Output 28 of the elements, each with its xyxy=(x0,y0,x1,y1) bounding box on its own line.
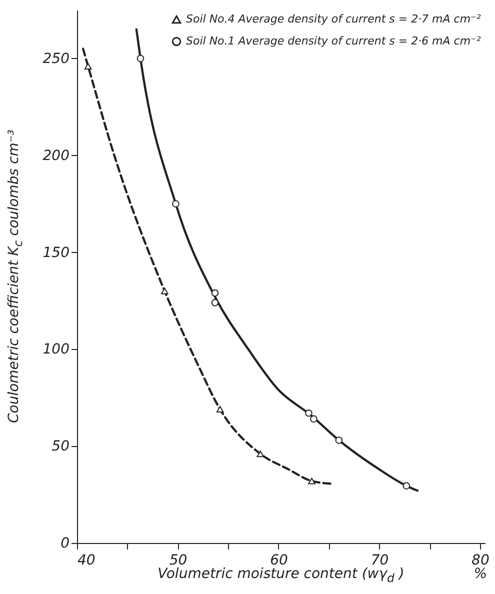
y-tick-label: 200 xyxy=(42,148,70,164)
x-tick-label: 60 xyxy=(270,552,288,568)
y-tick-label: 250 xyxy=(42,50,70,67)
text: % xyxy=(474,566,487,582)
legend-label: Soil No.1 Average density of current s = 2·6 mA cm⁻² xyxy=(186,34,482,48)
x-tick-label: 80 xyxy=(472,552,490,568)
point xyxy=(256,450,264,458)
x-axis-title: Volumetric moisture content (wγ$_{d}$ ) xyxy=(158,566,404,585)
y-tick-label: 150 xyxy=(42,244,70,261)
point xyxy=(211,289,219,297)
y-tick-label: 0 xyxy=(60,536,70,552)
point xyxy=(216,406,224,413)
point xyxy=(160,288,168,294)
point xyxy=(136,54,144,62)
x-tick-label: 50 xyxy=(169,552,188,568)
point xyxy=(305,409,312,417)
point xyxy=(308,478,316,484)
legend-label: Soil No.4 Average density of current s = 2·7 mA cm⁻² xyxy=(186,12,482,26)
y-tick-label: 100 xyxy=(42,342,70,358)
y-tick-label: 50 xyxy=(52,438,70,455)
point xyxy=(172,200,180,208)
point xyxy=(211,299,219,306)
point xyxy=(402,482,410,490)
x-tick-label: 40 xyxy=(78,552,96,568)
point xyxy=(84,62,92,70)
point xyxy=(310,415,318,423)
point xyxy=(335,436,343,444)
x-tick-label: 70 xyxy=(370,552,389,568)
